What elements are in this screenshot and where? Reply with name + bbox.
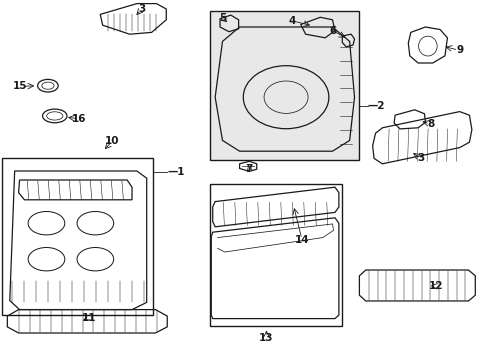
Bar (210, 184, 342, 326)
Text: 15: 15 (13, 81, 28, 91)
Text: 8: 8 (427, 119, 434, 129)
Text: 13: 13 (259, 333, 273, 343)
Text: 16: 16 (72, 114, 86, 124)
Text: 6: 6 (328, 26, 335, 36)
Text: 3: 3 (416, 153, 423, 163)
Bar (2, 158, 153, 315)
Text: 4: 4 (288, 16, 296, 26)
Text: 9: 9 (455, 45, 462, 55)
Text: 14: 14 (294, 235, 309, 246)
Text: 11: 11 (81, 312, 96, 323)
Text: 3: 3 (138, 4, 145, 14)
Bar (210, 11, 359, 160)
Text: 12: 12 (428, 281, 443, 291)
Text: 5: 5 (219, 13, 225, 23)
Text: 7: 7 (245, 164, 253, 174)
Text: —2: —2 (367, 101, 385, 111)
Text: —1: —1 (167, 167, 184, 177)
Text: 10: 10 (105, 136, 120, 146)
